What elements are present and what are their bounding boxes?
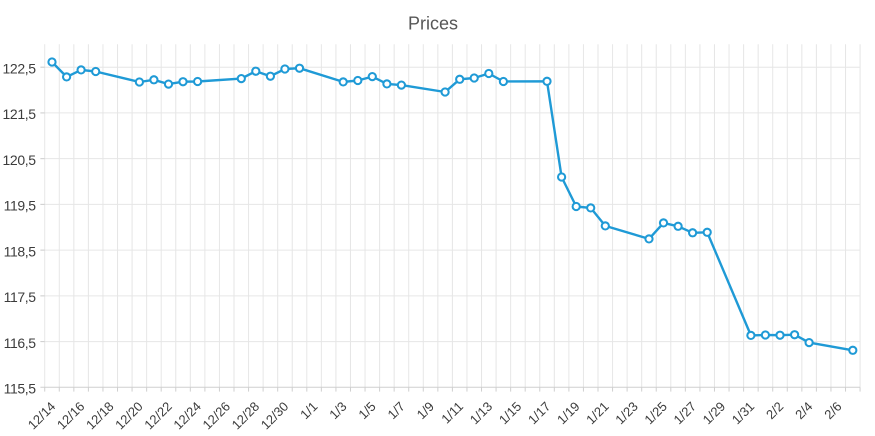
svg-text:119,5: 119,5 xyxy=(4,198,37,214)
svg-text:1/21: 1/21 xyxy=(583,399,612,428)
svg-text:12/18: 12/18 xyxy=(83,399,117,433)
svg-text:1/19: 1/19 xyxy=(554,399,583,428)
svg-text:1/27: 1/27 xyxy=(671,399,700,428)
svg-text:Prices: Prices xyxy=(408,13,458,33)
svg-text:2/4: 2/4 xyxy=(792,399,815,422)
svg-text:122,5: 122,5 xyxy=(3,60,37,76)
svg-text:1/29: 1/29 xyxy=(700,399,729,428)
svg-text:1/5: 1/5 xyxy=(355,399,378,422)
svg-text:120,5: 120,5 xyxy=(3,152,37,168)
svg-text:12/22: 12/22 xyxy=(141,399,175,433)
svg-text:115,5: 115,5 xyxy=(4,381,37,397)
svg-text:12/24: 12/24 xyxy=(170,399,204,433)
svg-text:2/6: 2/6 xyxy=(821,399,844,422)
svg-text:1/15: 1/15 xyxy=(496,399,525,428)
svg-text:12/14: 12/14 xyxy=(25,399,59,433)
svg-text:12/30: 12/30 xyxy=(258,399,292,433)
svg-text:1/11: 1/11 xyxy=(438,399,466,427)
svg-text:12/16: 12/16 xyxy=(54,399,88,433)
svg-text:12/20: 12/20 xyxy=(112,399,146,433)
svg-text:1/9: 1/9 xyxy=(414,399,437,422)
svg-text:1/1: 1/1 xyxy=(297,399,320,422)
svg-text:1/23: 1/23 xyxy=(612,399,641,428)
svg-text:1/13: 1/13 xyxy=(467,399,496,428)
svg-text:2/2: 2/2 xyxy=(763,399,786,422)
svg-text:1/3: 1/3 xyxy=(326,399,349,422)
svg-text:12/26: 12/26 xyxy=(200,399,234,433)
svg-text:118,5: 118,5 xyxy=(4,243,37,259)
svg-text:116,5: 116,5 xyxy=(4,335,37,351)
svg-text:1/17: 1/17 xyxy=(525,399,554,428)
svg-text:12/28: 12/28 xyxy=(229,399,263,433)
svg-text:1/31: 1/31 xyxy=(729,399,758,428)
svg-text:117,5: 117,5 xyxy=(4,289,37,305)
svg-text:121,5: 121,5 xyxy=(3,106,37,122)
svg-text:1/25: 1/25 xyxy=(641,399,670,428)
svg-text:1/7: 1/7 xyxy=(384,399,407,422)
